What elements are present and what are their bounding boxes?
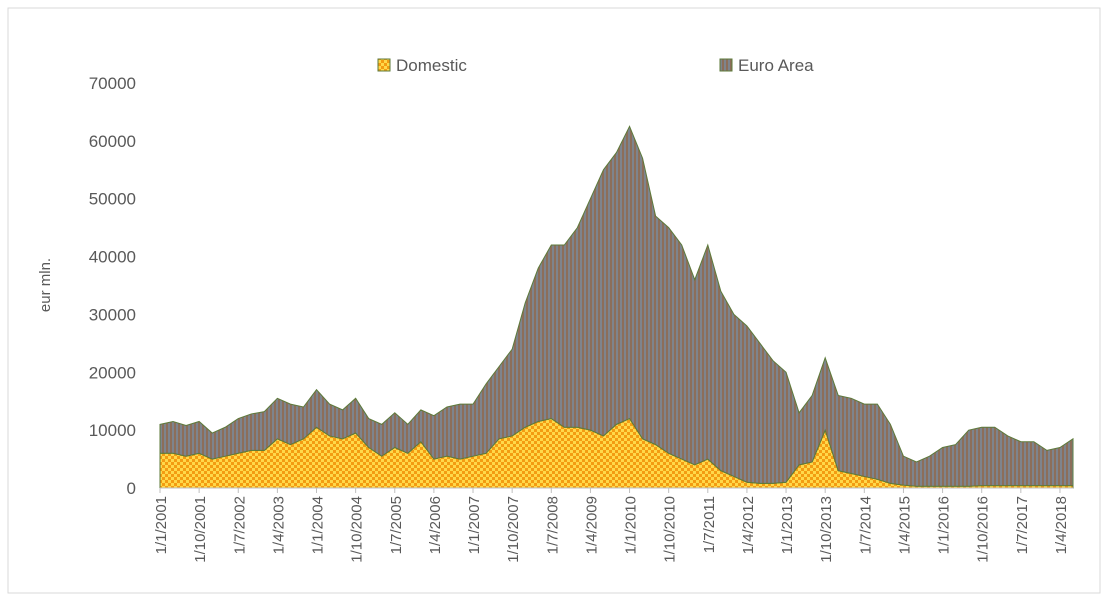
y-tick-label: 40000 [89,248,136,267]
area [159,125,1074,487]
x-tick-label: 1/10/2010 [662,496,679,563]
y-tick-label: 0 [127,479,136,498]
x-tick-label: 1/7/2014 [857,496,874,554]
x-tick-label: 1/1/2004 [310,496,327,554]
x-tick-label: 1/1/2010 [623,496,640,554]
x-tick-label: 1/10/2007 [505,496,522,563]
y-tick-label: 30000 [89,305,136,324]
y-tick-label: 20000 [89,363,136,382]
x-tick-label: 1/1/2013 [779,496,796,554]
x-tick-label: 1/7/2017 [1014,496,1031,554]
y-axis-label: eur mln. [37,258,54,312]
x-tick-label: 1/10/2013 [818,496,835,563]
x-tick-label: 1/10/2004 [349,496,366,563]
y-tick-label: 10000 [89,421,136,440]
x-tick-label: 1/7/2011 [701,496,718,553]
x-tick-label: 1/1/2001 [153,496,170,554]
frame [7,7,1101,594]
x-tick-label: 1/1/2016 [936,496,953,554]
legend-swatch [719,58,733,72]
x-tick-label: 1/4/2003 [270,496,287,554]
x-tick-label: 1/10/2001 [192,496,209,563]
y-tick-label: 70000 [89,74,136,93]
x-tick-label: 1/4/2012 [740,496,757,554]
x-tick-label: 1/7/2002 [231,496,248,554]
x-tick-label: 1/10/2016 [975,496,992,563]
y-tick-label: 60000 [89,132,136,151]
x-tick-label: 1/4/2006 [427,496,444,554]
x-tick-label: 1/4/2009 [583,496,600,554]
legend-label: Domestic [396,56,467,75]
y-tick-label: 50000 [89,190,136,209]
legend-swatch [377,58,391,72]
x-tick-label: 1/7/2005 [388,496,405,554]
x-tick-label: 1/4/2015 [896,496,913,554]
legend-label: Euro Area [738,56,814,75]
x-tick-label: 1/1/2007 [466,496,483,554]
x-tick-label: 1/4/2018 [1053,496,1070,554]
x-tick-label: 1/7/2008 [544,496,561,554]
